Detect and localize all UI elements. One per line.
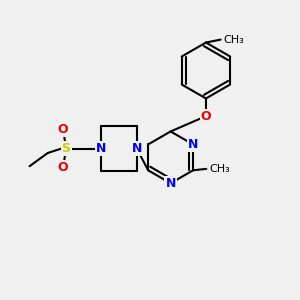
Text: O: O [58,123,68,136]
Text: CH₃: CH₃ [224,34,244,45]
Text: CH₃: CH₃ [209,164,230,174]
Text: O: O [58,161,68,174]
Text: O: O [201,110,211,123]
Text: N: N [165,177,176,190]
Text: N: N [188,138,198,151]
Text: N: N [132,142,142,155]
Text: S: S [61,142,70,155]
Text: N: N [96,142,106,155]
